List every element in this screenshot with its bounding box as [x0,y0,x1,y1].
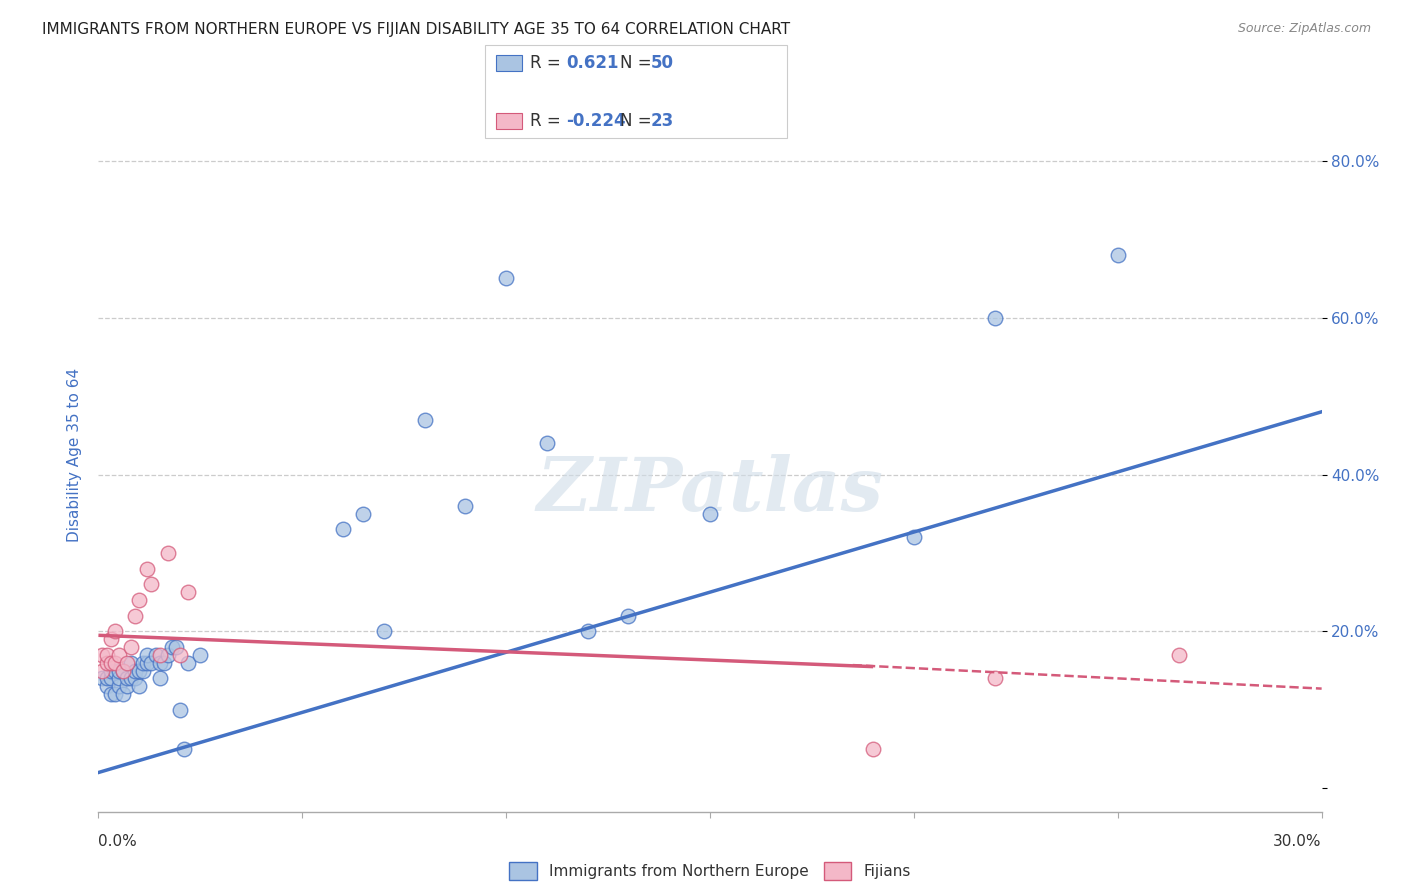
Point [149,648,172,662]
Text: R =: R = [530,112,567,130]
Point [104,687,127,701]
Point [160,640,183,654]
Point [132,656,155,670]
Text: IMMIGRANTS FROM NORTHERN EUROPE VS FIJIAN DISABILITY AGE 35 TO 64 CORRELATION CH: IMMIGRANTS FROM NORTHERN EUROPE VS FIJIA… [42,22,790,37]
Point [141,577,163,591]
Text: R =: R = [530,54,567,72]
Text: ZIPatlas: ZIPatlas [537,454,883,527]
Point [104,656,127,670]
Point [332,523,354,537]
Point [111,687,134,701]
Text: 50: 50 [651,54,673,72]
Point [169,648,191,662]
Point [173,742,195,756]
Text: -0.224: -0.224 [567,112,626,130]
Point [128,664,150,678]
Point [115,679,138,693]
Point [120,672,142,686]
Legend: Immigrants from Northern Europe, Fijians: Immigrants from Northern Europe, Fijians [503,856,917,886]
Point [984,672,1007,686]
Point [188,648,212,662]
Point [104,624,127,639]
Point [136,656,159,670]
Point [576,624,599,639]
Text: N =: N = [620,112,657,130]
Point [124,608,146,623]
Point [156,648,179,662]
Point [152,656,174,670]
Y-axis label: Disability Age 35 to 64: Disability Age 35 to 64 [66,368,82,542]
Text: 23: 23 [651,112,675,130]
Point [149,656,172,670]
Point [699,507,721,521]
Text: 30.0%: 30.0% [1274,834,1322,849]
Point [100,687,122,701]
Point [108,672,131,686]
Point [1107,248,1129,262]
Point [91,664,114,678]
Point [617,608,640,623]
Point [96,679,118,693]
Point [149,672,172,686]
Point [108,664,131,678]
Text: 0.0%: 0.0% [98,834,138,849]
Point [96,672,118,686]
Point [495,271,517,285]
Point [120,640,142,654]
Point [141,656,163,670]
Point [454,499,477,513]
Point [413,412,436,426]
Point [136,648,159,662]
Point [156,546,179,560]
Point [536,436,558,450]
Point [96,656,118,670]
Point [177,656,200,670]
Text: Source: ZipAtlas.com: Source: ZipAtlas.com [1237,22,1371,36]
Point [169,703,191,717]
Point [104,664,127,678]
Point [352,507,374,521]
Point [373,624,395,639]
Point [124,664,146,678]
Text: 0.621: 0.621 [567,54,619,72]
Point [862,742,884,756]
Point [111,664,134,678]
Point [984,310,1007,325]
Point [100,656,122,670]
Point [108,679,131,693]
Point [124,672,146,686]
Point [91,672,114,686]
Point [111,664,134,678]
Point [132,664,155,678]
Point [91,648,114,662]
Point [177,585,200,599]
Point [128,593,150,607]
Text: N =: N = [620,54,657,72]
Point [115,656,138,670]
Point [120,656,142,670]
Point [1167,648,1189,662]
Point [100,632,122,647]
Point [128,679,150,693]
Point [165,640,187,654]
Point [115,672,138,686]
Point [136,561,159,575]
Point [100,672,122,686]
Point [145,648,167,662]
Point [100,664,122,678]
Point [903,530,925,544]
Point [96,648,118,662]
Point [108,648,131,662]
